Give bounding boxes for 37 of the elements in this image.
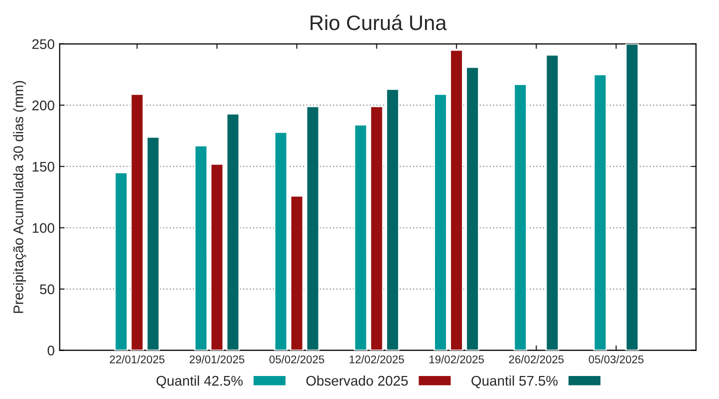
x-tick-label: 19/02/2025 — [430, 355, 484, 364]
bar — [210, 163, 224, 350]
y-tick-label: 100 — [32, 223, 54, 233]
bar — [386, 88, 400, 350]
y-tick-label: 50 — [40, 284, 54, 294]
bar — [290, 195, 304, 350]
bar — [625, 44, 640, 350]
x-tick-label: 05/03/2025 — [588, 355, 644, 364]
bar — [114, 172, 128, 350]
y-tick-label: 150 — [32, 162, 54, 172]
bar — [306, 106, 320, 350]
x-tick-label: 05/02/2025 — [269, 355, 324, 364]
bar — [593, 74, 608, 350]
bar — [130, 93, 144, 350]
y-tick-label: 0 — [48, 346, 54, 356]
bar — [354, 124, 368, 350]
bar — [226, 113, 240, 350]
legend-label: Quantil 42.5% — [156, 376, 243, 388]
bar — [434, 93, 448, 350]
bar — [146, 136, 160, 350]
bar — [513, 84, 528, 350]
y-tick-label: 200 — [32, 100, 54, 110]
chart-title: Rio Curuá Una — [310, 14, 447, 30]
bar — [370, 106, 384, 350]
bar — [545, 54, 560, 350]
x-tick-label: 29/01/2025 — [190, 355, 244, 364]
x-tick-label: 26/02/2025 — [509, 355, 564, 364]
legend-label: Quantil 57.5% — [472, 376, 558, 388]
bar — [274, 131, 288, 350]
y-axis-title: Precipitação Acumulada 30 dias (mm) — [13, 81, 26, 313]
y-tick-label: 250 — [32, 39, 54, 50]
bar — [194, 144, 208, 350]
bar — [466, 66, 480, 350]
x-tick-label: 22/01/2025 — [110, 355, 164, 364]
bar — [450, 49, 464, 350]
legend-label: Observado 2025 — [306, 376, 408, 386]
x-tick-label: 12/02/2025 — [350, 355, 404, 364]
